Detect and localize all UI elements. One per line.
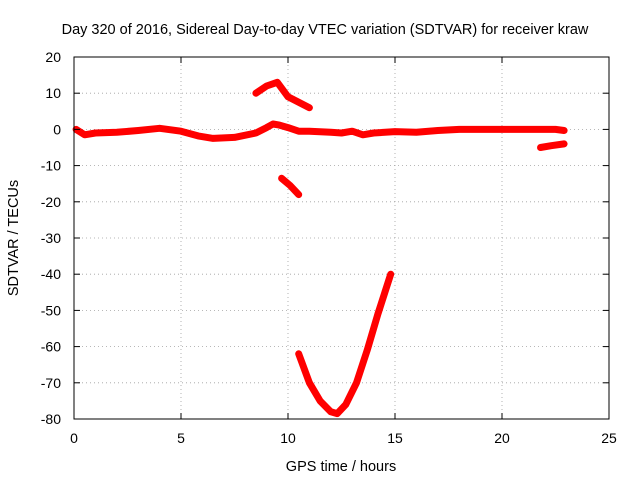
series-short-arc [278, 174, 303, 199]
y-tick-label: 0 [53, 121, 61, 137]
x-tick-label: 0 [70, 430, 78, 446]
series-main-arc [72, 120, 568, 142]
y-tick-label: -70 [41, 375, 61, 391]
y-tick-label: -30 [41, 230, 61, 246]
x-tick-label: 25 [601, 430, 617, 446]
grid-layer [74, 57, 609, 419]
y-tick-label: -80 [41, 411, 61, 427]
series-deep-arc [295, 270, 395, 418]
x-tick-label: 5 [177, 430, 185, 446]
chart-title: Day 320 of 2016, Sidereal Day-to-day VTE… [62, 22, 589, 38]
series-layer [72, 78, 568, 418]
y-tick-label: -10 [41, 158, 61, 174]
x-axis-label: GPS time / hours [286, 459, 396, 475]
tick-label-layer: 0 5 10 15 20 25 20 10 0 -10 -20 -30 -40 -50 -60 -70 -80 [41, 49, 617, 446]
y-tick-label: -20 [41, 194, 61, 210]
x-tick-label: 10 [280, 430, 296, 446]
x-tick-label: 20 [494, 430, 510, 446]
y-tick-label: -60 [41, 339, 61, 355]
y-tick-label: 20 [45, 49, 61, 65]
y-tick-label: 10 [45, 85, 61, 101]
series-late-arc [537, 140, 568, 151]
y-tick-label: -40 [41, 266, 61, 282]
series-upper-arc [252, 78, 313, 112]
tick-layer [73, 56, 610, 420]
x-tick-label: 15 [387, 430, 403, 446]
y-tick-label: -50 [41, 302, 61, 318]
y-axis-label: SDTVAR / TECUs [6, 180, 22, 296]
